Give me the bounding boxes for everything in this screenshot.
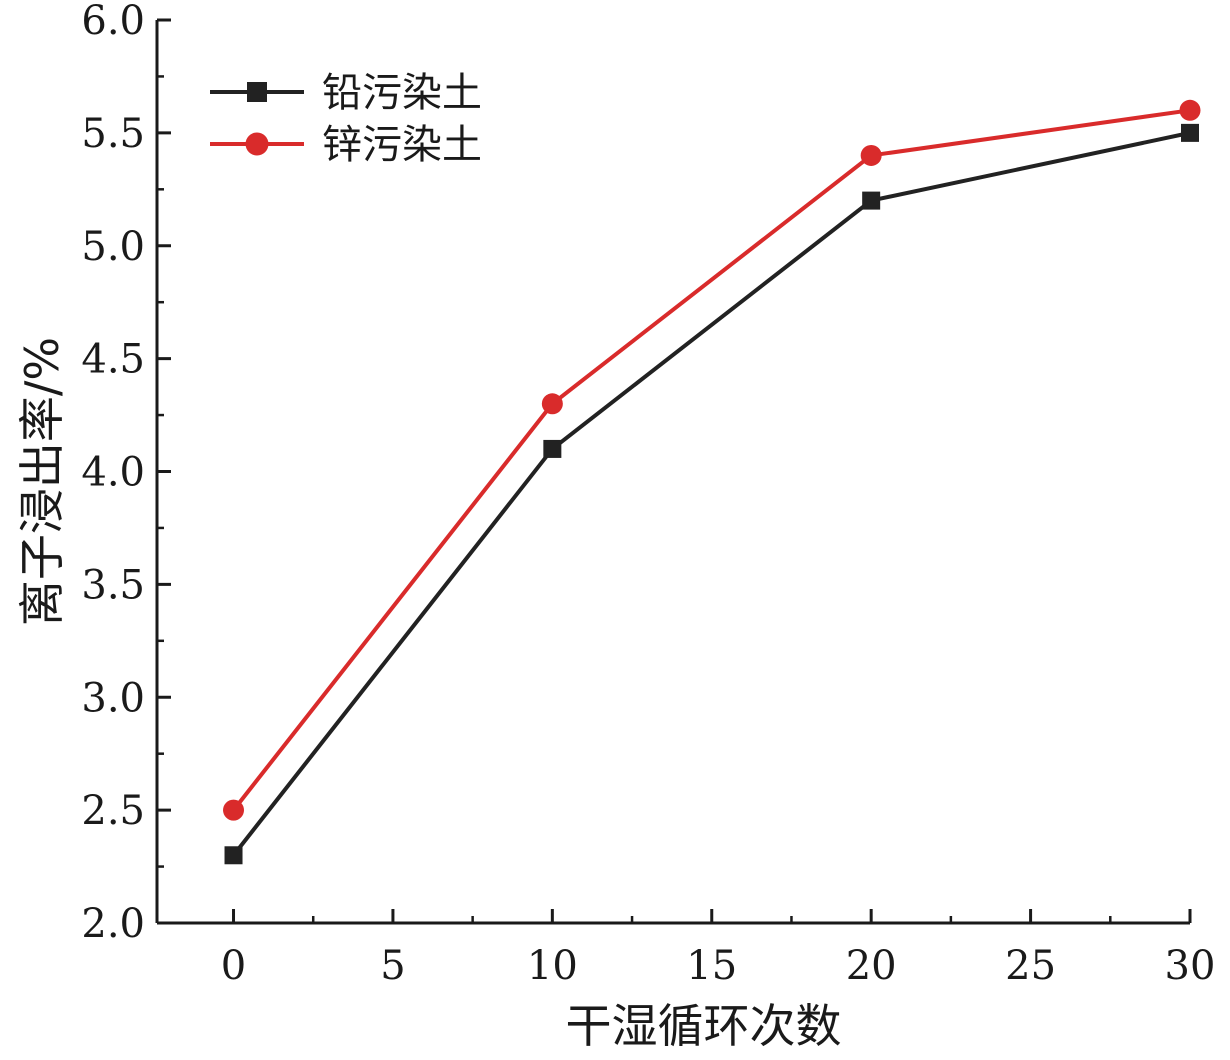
series-line-zinc	[231, 108, 1191, 812]
x-tick-label: 30	[1165, 943, 1216, 989]
x-axis-title: 干湿循环次数	[566, 999, 842, 1053]
data-point-lead	[543, 439, 562, 458]
x-tick-label: 15	[686, 943, 737, 989]
y-tick-label: 3.5	[81, 562, 145, 608]
y-axis-title: 离子浸出率/%	[15, 337, 69, 626]
data-point-zinc	[541, 393, 563, 415]
y-tick-label: 2.0	[81, 901, 145, 947]
x-tick-label: 5	[380, 943, 405, 989]
x-tick-label: 25	[1005, 943, 1056, 989]
series-layer	[223, 99, 1201, 865]
y-tick-label: 5.0	[81, 224, 145, 270]
data-point-lead	[862, 191, 881, 210]
y-tick-label: 3.0	[81, 675, 145, 721]
x-tick-label: 20	[846, 943, 897, 989]
data-point-zinc	[1179, 99, 1201, 121]
y-tick-label: 5.5	[81, 111, 145, 157]
series-line-lead	[231, 130, 1191, 857]
axes: 2.0 2.5 3.0 3.5 4.0 4.5 5.0 5.5 6.0 0 5 10 15 20 25 30	[81, 0, 1215, 989]
x-tick-label: 10	[527, 943, 578, 989]
legend-marker-lead	[247, 82, 267, 102]
y-tick-label: 4.5	[81, 337, 145, 383]
legend-marker-zinc	[245, 132, 269, 156]
legend-label-zinc: 锌污染土	[322, 122, 482, 168]
data-point-lead	[1181, 123, 1199, 142]
data-point-zinc	[223, 799, 245, 821]
y-tick-label: 2.5	[81, 788, 145, 834]
y-tick-label: 6.0	[81, 0, 145, 44]
y-tick-label: 4.0	[81, 450, 145, 496]
data-point-lead	[224, 846, 243, 865]
legend-label-lead: 铅污染土	[322, 70, 482, 116]
x-tick-label: 0	[221, 943, 246, 989]
data-point-zinc	[860, 144, 882, 166]
